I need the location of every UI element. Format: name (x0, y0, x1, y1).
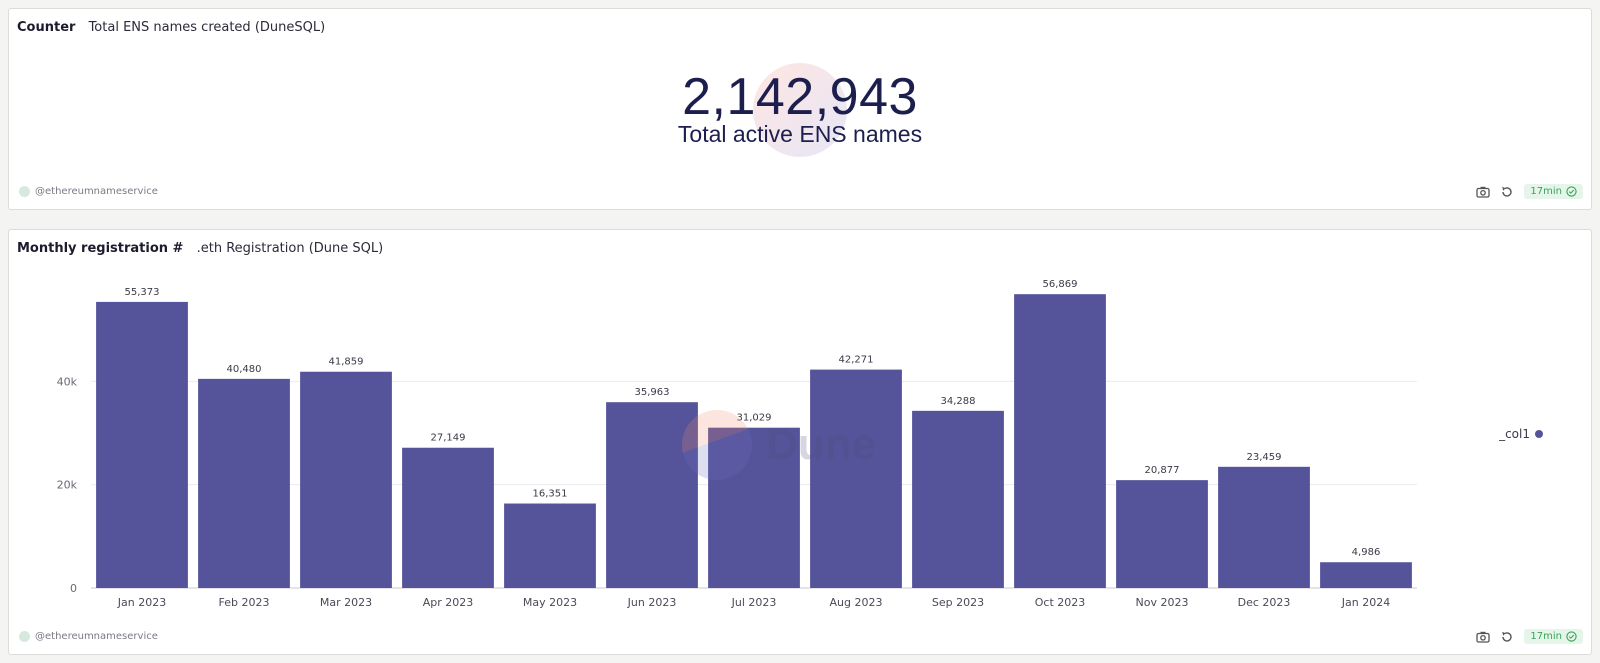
bar-value-label: 40,480 (227, 364, 262, 375)
owner-link[interactable]: @ethereumnameservice (19, 186, 158, 197)
query-name[interactable]: .eth Registration (Dune SQL) (196, 241, 384, 256)
legend-dot-icon (1535, 430, 1543, 438)
bar-value-label: 16,351 (533, 489, 568, 500)
bar-value-label: 23,459 (1247, 452, 1282, 463)
bar-value-label: 41,859 (329, 357, 364, 368)
chart-card: Monthly registration # .eth Registration… (8, 229, 1592, 655)
freshness-badge[interactable]: 17min (1524, 629, 1583, 644)
freshness-text: 17min (1530, 631, 1562, 642)
bar[interactable] (1218, 466, 1310, 588)
x-tick-label: Feb 2023 (219, 596, 270, 609)
bar-chart: 0 20k 40k 55,373 Jan 2023 40,480 Feb 2023 41,85… (57, 279, 1417, 609)
check-circle-icon (1566, 631, 1577, 642)
x-tick-label: Nov 2023 (1136, 596, 1189, 609)
counter-label: Total active ENS names (677, 121, 923, 147)
bar[interactable] (1014, 294, 1106, 588)
bar[interactable] (810, 369, 902, 588)
card-toolbar: 17min (1476, 629, 1583, 644)
y-tick-label: 20k (57, 479, 78, 492)
counter-value: 2,142,943 (682, 68, 918, 126)
y-tick-label: 0 (70, 582, 77, 595)
x-tick-label: Apr 2023 (423, 596, 474, 609)
bar[interactable] (504, 503, 596, 588)
owner-link[interactable]: @ethereumnameservice (19, 631, 158, 642)
chart-card-title[interactable]: Monthly registration # .eth Registration… (17, 241, 383, 256)
bar-value-label: 4,986 (1352, 547, 1381, 558)
counter-card-title[interactable]: Counter Total ENS names created (DuneSQL… (17, 20, 325, 35)
freshness-text: 17min (1530, 186, 1562, 197)
avatar (19, 186, 30, 197)
bar-value-label: 56,869 (1043, 279, 1078, 290)
bar[interactable] (606, 402, 698, 588)
refresh-icon[interactable] (1500, 185, 1514, 199)
x-tick-label: Sep 2023 (932, 596, 984, 609)
bar-value-label: 35,963 (635, 387, 670, 398)
freshness-badge[interactable]: 17min (1524, 184, 1583, 199)
check-circle-icon (1566, 186, 1577, 197)
legend-series-name: _col1 (1499, 427, 1530, 441)
x-tick-label: Jun 2023 (627, 596, 677, 609)
x-tick-label: Jan 2023 (117, 596, 166, 609)
bar[interactable] (198, 378, 290, 588)
camera-icon[interactable] (1476, 185, 1491, 199)
chart-legend[interactable]: _col1 (1499, 427, 1543, 441)
bar-value-label: 42,271 (839, 355, 874, 366)
x-tick-label: Jan 2024 (1341, 596, 1390, 609)
card-toolbar: 17min (1476, 184, 1583, 199)
bar-value-label: 55,373 (125, 287, 160, 298)
owner-handle[interactable]: @ethereumnameservice (35, 631, 158, 642)
visualization-name: Monthly registration # (17, 241, 184, 256)
bar[interactable] (708, 427, 800, 588)
x-tick-label: Mar 2023 (320, 596, 372, 609)
x-tick-label: Oct 2023 (1035, 596, 1086, 609)
bar-value-label: 27,149 (431, 433, 466, 444)
query-name[interactable]: Total ENS names created (DuneSQL) (88, 20, 326, 35)
bar-value-label: 20,877 (1145, 465, 1180, 476)
counter-card: Counter Total ENS names created (DuneSQL… (8, 8, 1592, 210)
bar[interactable] (300, 371, 392, 588)
bar[interactable] (1116, 480, 1208, 588)
bar[interactable] (912, 410, 1004, 588)
bar[interactable] (1320, 562, 1412, 588)
bar-value-label: 31,029 (737, 413, 772, 424)
camera-icon[interactable] (1476, 630, 1491, 644)
bar-value-label: 34,288 (941, 396, 976, 407)
y-tick-label: 40k (57, 375, 78, 388)
bar[interactable] (402, 447, 494, 588)
x-tick-label: Jul 2023 (731, 596, 777, 609)
dune-logo-icon (753, 63, 847, 157)
refresh-icon[interactable] (1500, 630, 1514, 644)
x-tick-label: Aug 2023 (830, 596, 883, 609)
owner-handle[interactable]: @ethereumnameservice (35, 186, 158, 197)
avatar (19, 631, 30, 642)
x-tick-label: Dec 2023 (1238, 596, 1291, 609)
visualization-type-label: Counter (17, 20, 76, 35)
bar[interactable] (96, 301, 188, 588)
x-tick-label: May 2023 (523, 596, 577, 609)
